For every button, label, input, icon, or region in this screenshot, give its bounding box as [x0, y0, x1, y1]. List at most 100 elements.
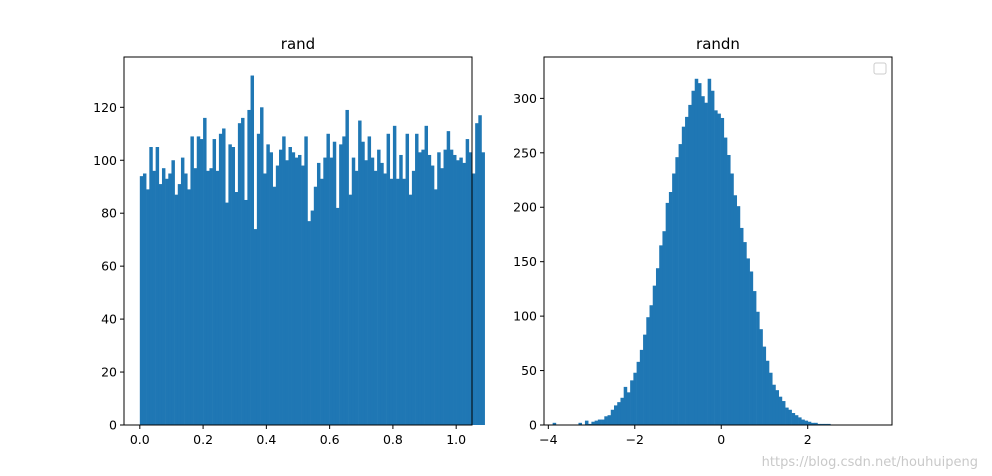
bar-randn-24 — [630, 380, 634, 425]
bar-rand-82 — [399, 154, 403, 425]
bar-randn-62 — [752, 291, 757, 425]
bar-randn-29 — [646, 317, 650, 425]
bar-rand-76 — [380, 162, 384, 425]
ytick-label-rand-0: 0 — [109, 418, 117, 433]
bar-randn-50 — [714, 110, 718, 425]
bar-randn-54 — [727, 154, 731, 426]
bar-randn-45 — [697, 83, 702, 425]
legend-box — [873, 62, 887, 75]
bar-rand-87 — [415, 133, 419, 425]
bar-rand-81 — [396, 178, 400, 425]
bar-randn-36 — [668, 192, 673, 425]
bar-rand-47 — [288, 147, 292, 425]
bar-rand-95 — [440, 168, 444, 425]
xtick-label-randn-3: 2 — [804, 432, 812, 447]
bar-randn-12 — [591, 421, 595, 425]
chart-title-rand: rand — [281, 35, 315, 53]
bar-rand-99 — [453, 154, 457, 425]
bar-rand-77 — [383, 173, 387, 425]
bar-rand-0 — [139, 176, 144, 425]
bar-randn-79 — [807, 421, 812, 425]
bar-rand-15 — [187, 189, 191, 425]
bar-randn-39 — [678, 144, 683, 425]
bar-rand-56 — [316, 162, 321, 425]
bar-rand-12 — [177, 184, 182, 425]
bar-randn-77 — [801, 419, 805, 425]
bar-rand-48 — [291, 152, 296, 425]
bar-randn-49 — [710, 90, 715, 425]
bar-randn-0 — [552, 422, 557, 425]
bar-randn-48 — [707, 78, 712, 425]
bar-randn-21 — [620, 397, 624, 425]
bar-rand-37 — [256, 133, 261, 425]
ytick-label-rand-6: 120 — [93, 100, 117, 115]
bar-randn-42 — [688, 104, 692, 425]
bar-rand-72 — [367, 136, 372, 426]
bar-rand-38 — [260, 107, 264, 426]
bar-rand-104 — [468, 152, 473, 425]
bar-rand-85 — [408, 194, 413, 425]
bar-randn-60 — [746, 258, 750, 425]
bar-rand-5 — [155, 147, 160, 425]
bar-randn-22 — [623, 386, 628, 425]
xtick-label-rand-4: 0.8 — [383, 432, 403, 447]
bar-randn-74 — [791, 413, 796, 425]
bar-rand-90 — [424, 125, 429, 425]
bar-rand-22 — [209, 168, 213, 425]
axes-frame-rand — [123, 56, 473, 426]
bar-rand-24 — [215, 170, 220, 425]
y-axis-rand: 0 20 40 60 80 100 120 — [93, 100, 124, 433]
bar-rand-50 — [298, 154, 302, 425]
xtick-label-rand-3: 0.6 — [320, 432, 340, 447]
bar-rand-28 — [228, 144, 232, 425]
bar-rand-17 — [193, 168, 198, 425]
ytick-label-rand-3: 60 — [101, 259, 117, 274]
bar-rand-57 — [320, 178, 324, 425]
chart-rand: rand 0 20 40 60 80 100 120 0.0 0.2 0.4 0.6 0.8 1.0 — [93, 35, 485, 447]
bar-rand-107 — [478, 115, 482, 426]
ytick-label-rand-1: 20 — [101, 365, 117, 380]
bar-randn-11 — [588, 423, 592, 425]
bar-rand-102 — [462, 162, 466, 425]
xtick-label-rand-1: 0.2 — [193, 432, 213, 447]
bar-randn-44 — [694, 78, 699, 425]
bar-randn-30 — [649, 305, 654, 425]
bar-randn-47 — [704, 102, 708, 425]
bar-rand-62 — [335, 207, 340, 425]
bar-rand-100 — [456, 160, 460, 425]
bar-randn-70 — [778, 396, 783, 425]
bar-rand-21 — [206, 170, 210, 425]
bar-rand-80 — [392, 125, 397, 425]
xtick-label-rand-2: 0.4 — [256, 432, 276, 447]
bar-rand-35 — [250, 75, 255, 425]
bar-rand-39 — [263, 173, 267, 425]
bar-randn-75 — [794, 415, 799, 425]
bar-randn-67 — [769, 372, 773, 425]
bar-rand-70 — [361, 141, 365, 425]
bar-rand-97 — [446, 131, 451, 425]
ytick-label-randn-1: 50 — [521, 363, 537, 378]
bar-rand-4 — [152, 170, 156, 425]
bar-rand-73 — [370, 157, 375, 425]
bar-rand-32 — [241, 117, 245, 425]
bar-rand-78 — [386, 133, 391, 425]
bar-randn-80 — [810, 422, 815, 425]
bar-rand-33 — [244, 199, 248, 425]
ytick-label-randn-3: 150 — [513, 254, 537, 269]
bar-randn-61 — [749, 271, 754, 425]
bar-rand-31 — [237, 123, 242, 425]
bar-randn-82 — [817, 423, 821, 425]
bar-rand-49 — [294, 157, 299, 425]
xtick-label-rand-5: 1.0 — [446, 432, 466, 447]
bar-rand-84 — [405, 133, 410, 425]
bar-randn-76 — [798, 417, 802, 425]
bar-rand-23 — [212, 139, 217, 425]
bar-rand-105 — [472, 173, 476, 425]
xtick-label-randn-1: −2 — [626, 432, 644, 447]
bar-randn-25 — [633, 372, 637, 425]
bar-rand-51 — [301, 165, 305, 426]
bar-rand-46 — [285, 160, 289, 425]
bar-randn-31 — [652, 285, 657, 425]
chart-title-randn: randn — [696, 35, 740, 53]
bar-rand-58 — [323, 157, 327, 425]
